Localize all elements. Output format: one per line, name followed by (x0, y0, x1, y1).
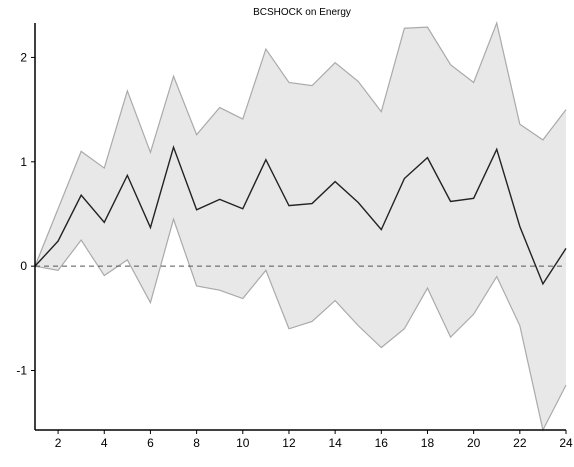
plot-area (34, 20, 567, 432)
x-tick-label: 8 (193, 436, 200, 450)
upper-bound-line (34, 20, 567, 267)
x-tick-label: 22 (513, 436, 527, 450)
x-tick-label: 24 (559, 436, 573, 450)
x-tick-label: 12 (282, 436, 296, 450)
x-tick-label: 14 (328, 436, 342, 450)
x-tick-label: 2 (55, 436, 62, 450)
chart-title: BCSHOCK on Energy (253, 7, 351, 18)
y-tick-label: -1 (16, 364, 27, 378)
confidence-band (35, 23, 566, 430)
x-tick-label: 6 (147, 436, 154, 450)
x-tick-label: 20 (467, 436, 481, 450)
y-tick-label: 2 (20, 50, 27, 64)
x-tick-label: 16 (375, 436, 389, 450)
y-tick-label: 0 (20, 259, 27, 273)
y-tick-label: 1 (20, 155, 27, 169)
x-tick-label: 18 (421, 436, 435, 450)
lower-bound-line (34, 217, 567, 432)
response-line (34, 144, 567, 286)
x-tick-label: 4 (101, 436, 108, 450)
x-tick-label: 10 (236, 436, 250, 450)
